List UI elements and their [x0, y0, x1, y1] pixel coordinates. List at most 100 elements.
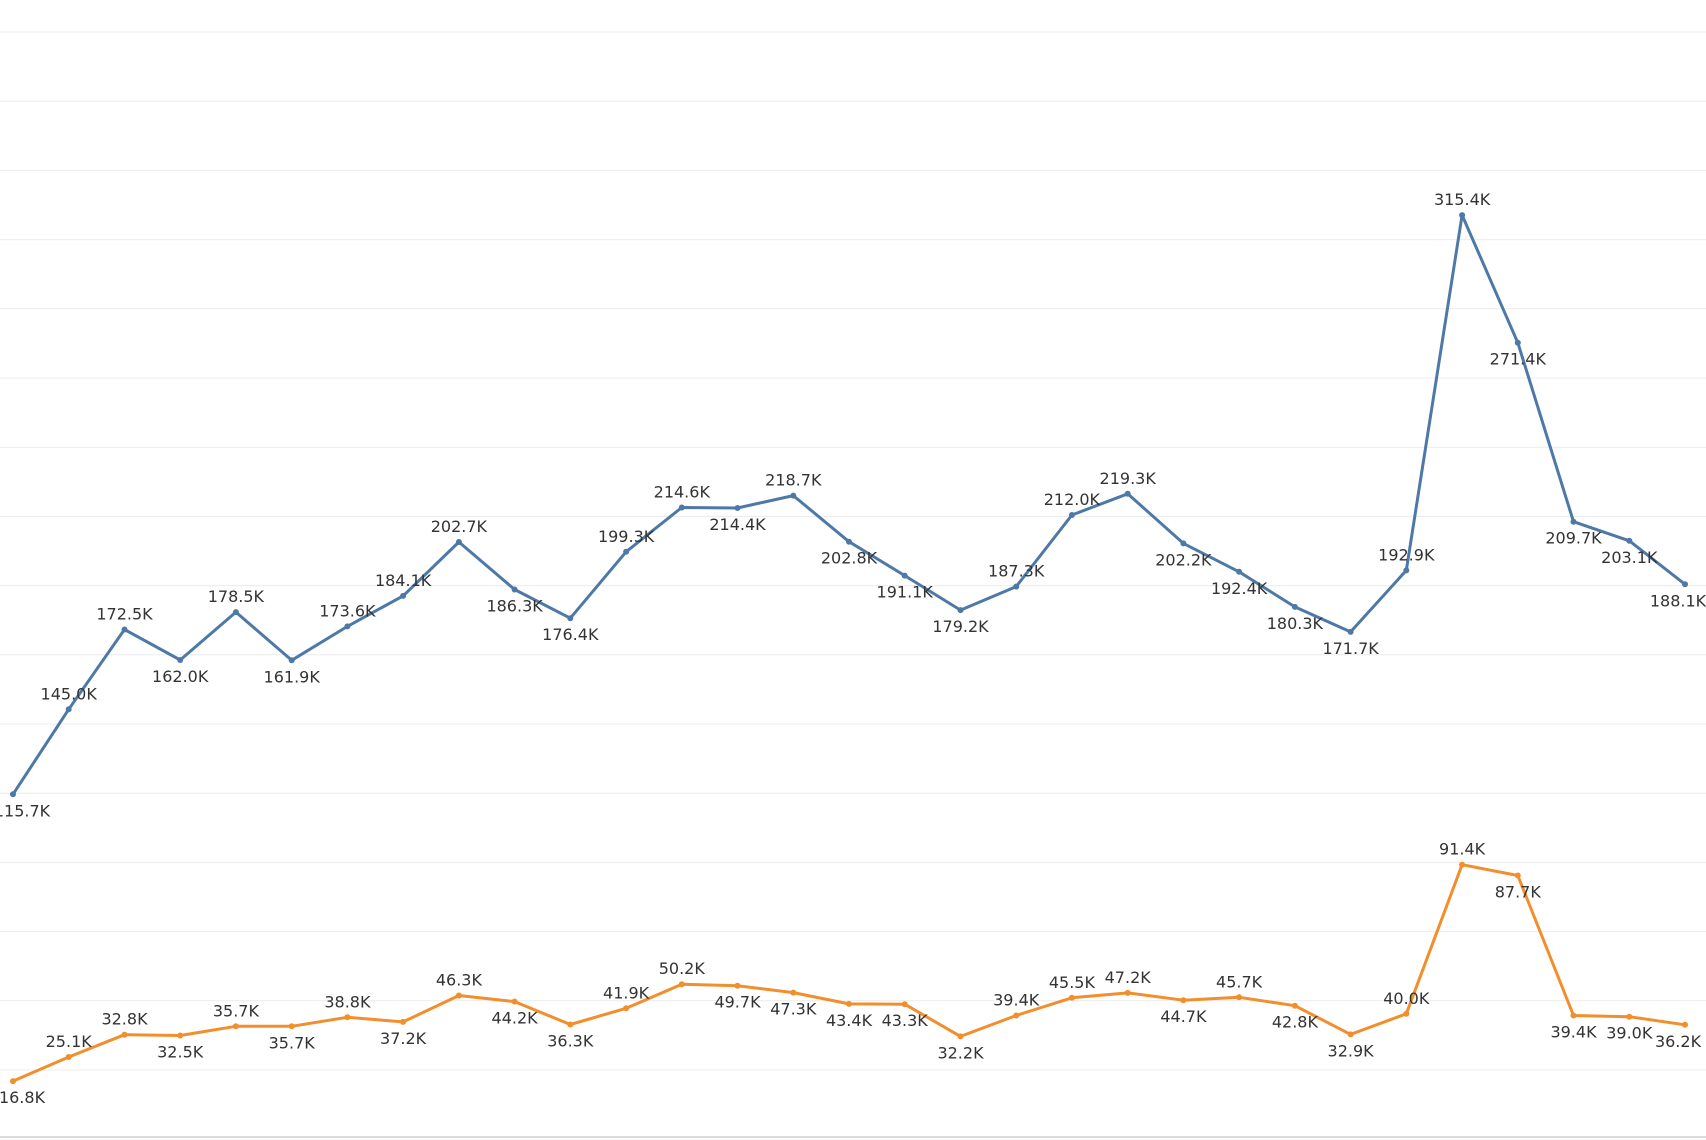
- data-point[interactable]: [10, 1078, 16, 1085]
- data-point[interactable]: [1236, 568, 1243, 575]
- data-point[interactable]: [121, 626, 128, 633]
- data-point[interactable]: [1180, 540, 1187, 547]
- data-point[interactable]: [232, 609, 239, 616]
- data-point[interactable]: [455, 539, 462, 545]
- data-point[interactable]: [1013, 583, 1020, 590]
- data-point[interactable]: [1068, 994, 1075, 1001]
- data-point[interactable]: [1514, 872, 1521, 879]
- data-point[interactable]: [232, 1023, 239, 1030]
- data-point[interactable]: [790, 492, 797, 499]
- data-label: 37.2K: [380, 1029, 427, 1048]
- data-label: 202.7K: [431, 517, 488, 536]
- data-label: 36.2K: [1655, 1032, 1702, 1051]
- data-point[interactable]: [1682, 1021, 1688, 1028]
- data-label: 203.1K: [1601, 548, 1658, 567]
- data-label: 35.7K: [213, 1001, 260, 1020]
- data-label: 161.9K: [264, 667, 321, 686]
- data-point[interactable]: [678, 504, 685, 511]
- data-label: 162.0K: [152, 667, 209, 686]
- data-point[interactable]: [901, 1001, 908, 1008]
- data-label: 47.2K: [1105, 968, 1152, 987]
- data-label: 47.3K: [770, 1000, 817, 1019]
- data-point[interactable]: [65, 1054, 72, 1060]
- data-point[interactable]: [1013, 1012, 1020, 1019]
- data-point[interactable]: [567, 1021, 574, 1028]
- data-point[interactable]: [1236, 994, 1243, 1001]
- data-label: 188.1K: [1650, 591, 1706, 610]
- data-label: 49.7K: [714, 993, 761, 1012]
- data-point[interactable]: [1180, 997, 1187, 1004]
- data-point[interactable]: [344, 623, 351, 630]
- data-point[interactable]: [1403, 1010, 1410, 1017]
- data-point[interactable]: [1570, 518, 1577, 525]
- data-label: 91.4K: [1439, 840, 1486, 859]
- data-point[interactable]: [957, 607, 964, 614]
- data-point[interactable]: [455, 992, 462, 999]
- data-label: 44.7K: [1160, 1007, 1207, 1026]
- data-label: 38.8K: [324, 992, 371, 1011]
- data-point[interactable]: [1291, 1002, 1298, 1009]
- data-point[interactable]: [1459, 861, 1466, 868]
- data-point[interactable]: [1347, 628, 1354, 635]
- data-label: 43.4K: [826, 1011, 873, 1030]
- data-point[interactable]: [734, 505, 741, 511]
- data-point[interactable]: [288, 1023, 295, 1030]
- series-line-1: [11, 213, 1687, 796]
- data-label: 32.5K: [157, 1043, 204, 1062]
- data-point[interactable]: [1124, 490, 1131, 497]
- data-label: 46.3K: [436, 971, 483, 990]
- data-point[interactable]: [957, 1033, 964, 1040]
- data-label: 179.2K: [932, 617, 989, 636]
- data-point[interactable]: [511, 586, 518, 593]
- data-label: 32.2K: [937, 1043, 984, 1062]
- data-point[interactable]: [511, 998, 518, 1005]
- data-point[interactable]: [1570, 1012, 1577, 1019]
- data-point[interactable]: [400, 1018, 407, 1025]
- data-point[interactable]: [678, 981, 685, 988]
- data-label: 202.8K: [821, 549, 878, 568]
- data-point[interactable]: [734, 982, 741, 989]
- data-point[interactable]: [177, 1032, 184, 1039]
- data-point[interactable]: [1068, 512, 1075, 518]
- data-point[interactable]: [846, 1000, 852, 1007]
- data-point[interactable]: [65, 706, 72, 713]
- data-point[interactable]: [1124, 989, 1131, 996]
- data-label: 44.2K: [492, 1009, 539, 1028]
- data-point[interactable]: [288, 657, 295, 664]
- data-label: 35.7K: [269, 1033, 316, 1052]
- data-point[interactable]: [1403, 567, 1410, 574]
- data-point[interactable]: [1626, 537, 1633, 544]
- data-label: 214.6K: [654, 483, 711, 502]
- data-label: 25.1K: [46, 1032, 93, 1051]
- data-point[interactable]: [1347, 1031, 1354, 1038]
- data-point[interactable]: [177, 657, 184, 663]
- data-point[interactable]: [567, 615, 574, 622]
- data-point[interactable]: [1514, 339, 1521, 346]
- data-point[interactable]: [10, 791, 16, 798]
- data-label: 176.4K: [542, 625, 599, 644]
- data-label: 180.3K: [1267, 614, 1324, 633]
- data-point[interactable]: [846, 538, 852, 545]
- data-point[interactable]: [623, 548, 630, 555]
- data-label: 315.4K: [1434, 190, 1491, 209]
- data-point[interactable]: [344, 1014, 351, 1021]
- data-point[interactable]: [1459, 212, 1466, 219]
- data-label: 214.4K: [709, 515, 766, 534]
- data-point[interactable]: [1626, 1013, 1633, 1020]
- data-label: 212.0K: [1044, 490, 1101, 509]
- data-point[interactable]: [623, 1005, 630, 1012]
- data-point[interactable]: [1682, 581, 1688, 588]
- data-label: 39.4K: [1550, 1023, 1597, 1042]
- series-group: [10, 212, 1688, 1085]
- data-point[interactable]: [1291, 603, 1298, 610]
- data-point[interactable]: [790, 989, 797, 996]
- data-point[interactable]: [901, 572, 908, 579]
- data-label: 191.1K: [877, 583, 934, 602]
- data-point[interactable]: [121, 1031, 128, 1038]
- data-label: 171.7K: [1322, 639, 1379, 658]
- data-label: 209.7K: [1545, 529, 1602, 548]
- data-label: 187.3K: [988, 562, 1045, 581]
- data-label: 45.5K: [1049, 973, 1096, 992]
- data-point[interactable]: [400, 592, 407, 599]
